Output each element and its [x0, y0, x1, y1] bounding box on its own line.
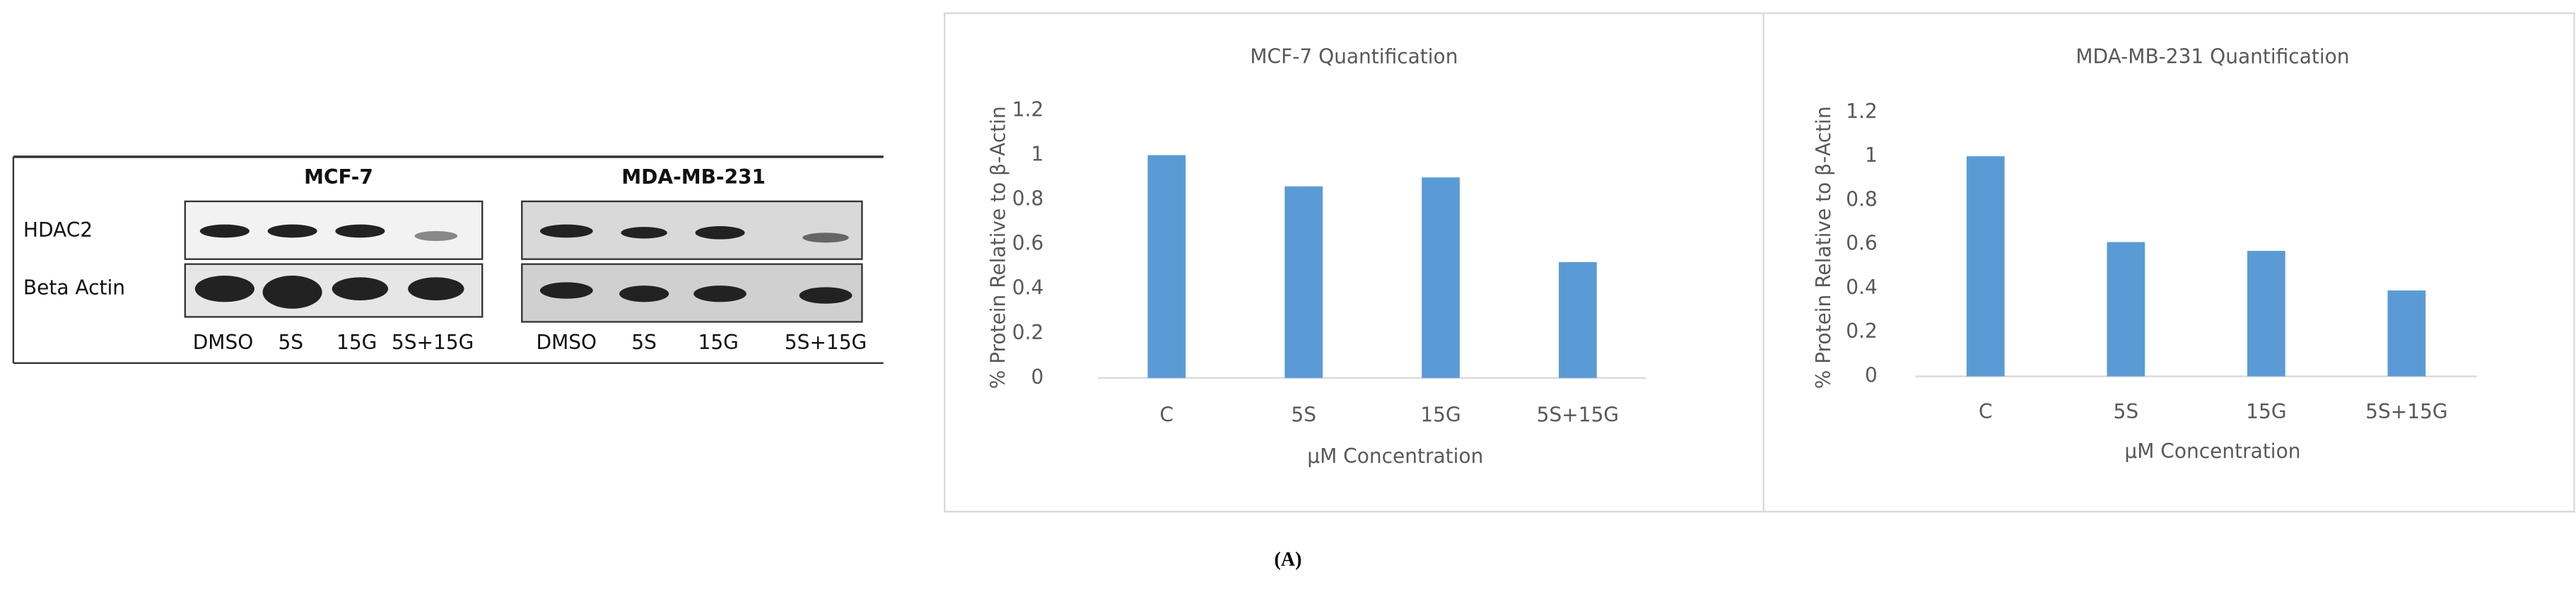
- row-label: HDAC2: [23, 218, 93, 242]
- bands: [194, 224, 853, 309]
- y-axis-label: % Protein Relative to β-Actin: [986, 106, 1009, 389]
- x-tick-label: 15G: [2246, 400, 2286, 423]
- x-axis-label: µM Concentration: [2124, 440, 2300, 463]
- x-axis-label: µM Concentration: [1307, 444, 1483, 468]
- lane-label: 5S+15G: [785, 331, 867, 354]
- bar: [1422, 177, 1460, 378]
- y-tick-label: 0.6: [1846, 232, 1878, 255]
- lane-label: 5S+15G: [392, 331, 474, 354]
- bar: [2247, 251, 2285, 377]
- lane-label: DMSO: [193, 331, 254, 354]
- y-tick-label: 0: [1031, 365, 1043, 389]
- lane-label: 15G: [698, 331, 739, 354]
- chart-frame: [944, 12, 2575, 513]
- lane-label: DMSO: [537, 331, 597, 354]
- bar: [2387, 290, 2426, 377]
- row-label: Beta Actin: [23, 276, 125, 300]
- y-tick-label: 0.4: [1012, 276, 1044, 300]
- y-tick-label: 1.2: [1846, 100, 1878, 123]
- bar: [1966, 156, 2005, 377]
- chart-title: MDA-MB-231 Quantification: [2076, 45, 2349, 69]
- panel-label: (A): [1275, 549, 1302, 571]
- x-tick-label: 15G: [1420, 403, 1460, 427]
- bar: [1559, 261, 1597, 378]
- bar: [2107, 242, 2145, 377]
- lane-label: 5S: [278, 331, 303, 354]
- y-tick-label: 0.8: [1012, 187, 1044, 211]
- y-tick-label: 1.2: [1012, 98, 1044, 121]
- x-tick-label: 5S: [1291, 403, 1316, 427]
- group-label: MCF-7: [304, 165, 373, 189]
- y-tick-label: 0.2: [1012, 321, 1044, 344]
- group-label: MDA-MB-231: [621, 165, 766, 189]
- y-tick-label: 0.6: [1012, 232, 1044, 255]
- y-tick-label: 0.2: [1846, 319, 1878, 343]
- x-tick-label: 5S+15G: [1537, 403, 1619, 427]
- y-axis-label: % Protein Relative to β-Actin: [1812, 106, 1835, 389]
- x-tick-label: C: [1160, 403, 1174, 427]
- lane-label: 5S: [631, 331, 657, 354]
- lane-label: 15G: [336, 331, 377, 354]
- chart-title: MCF-7 Quantification: [1250, 45, 1458, 69]
- y-tick-label: 1: [1865, 143, 1878, 167]
- bar: [1284, 186, 1323, 378]
- y-tick-label: 0.4: [1846, 276, 1878, 299]
- y-tick-label: 0: [1865, 364, 1878, 387]
- western-blot: MCF-7 MDA-MB-231 HDAC2 Beta Actin DMSO 5…: [12, 155, 884, 365]
- x-tick-label: C: [1979, 400, 1993, 423]
- bar: [1147, 155, 1186, 378]
- x-tick-label: 5S+15G: [2365, 400, 2447, 423]
- y-tick-label: 1: [1031, 143, 1043, 166]
- x-tick-label: 5S: [2114, 400, 2139, 423]
- y-tick-label: 0.8: [1846, 187, 1878, 211]
